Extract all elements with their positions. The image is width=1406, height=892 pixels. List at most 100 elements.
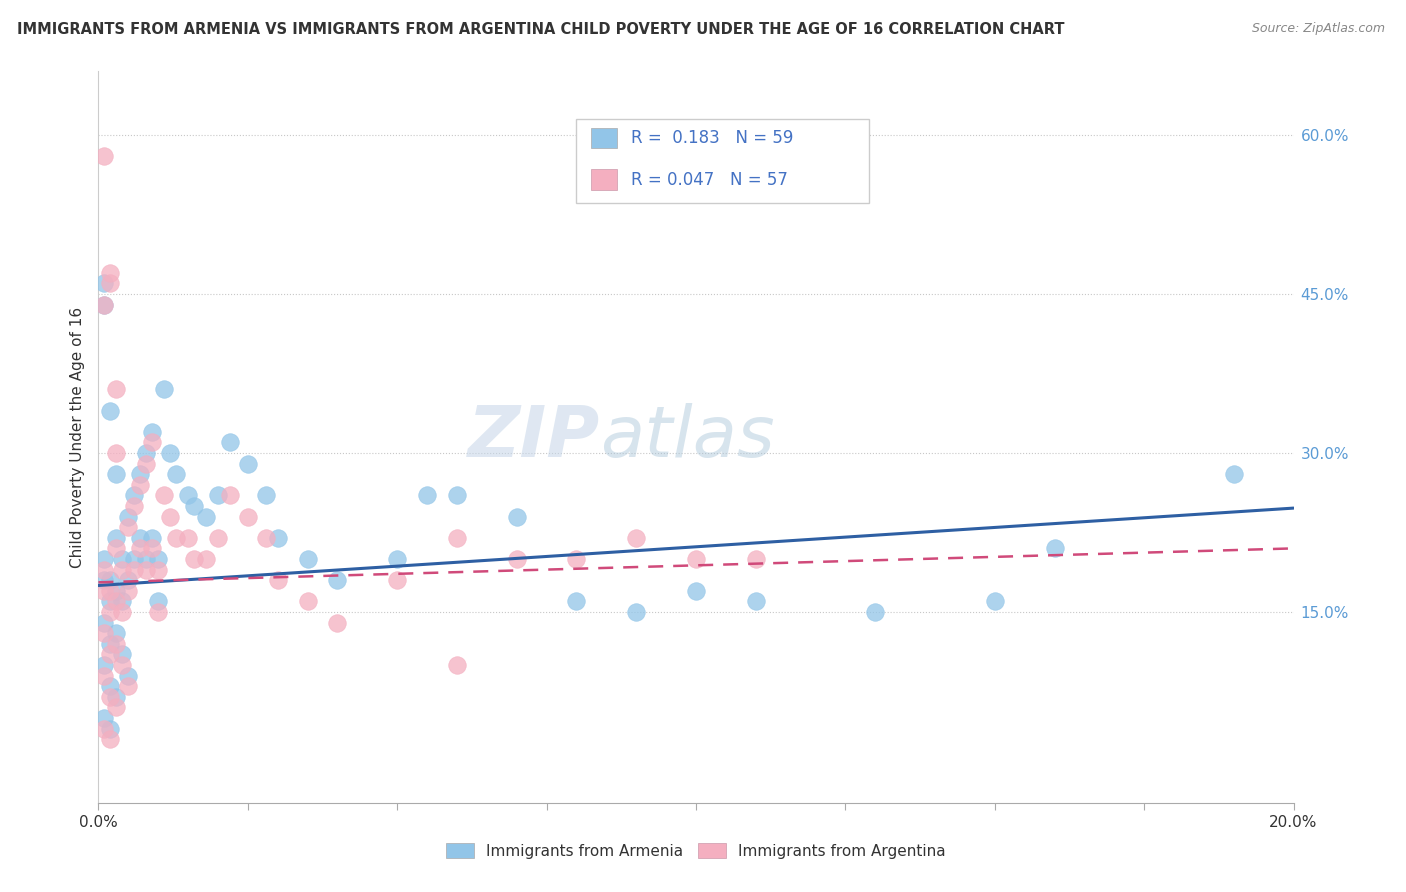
Point <box>159 446 181 460</box>
Point <box>135 457 157 471</box>
Point <box>98 403 122 417</box>
Y-axis label: Child Poverty Under the Age of 16: Child Poverty Under the Age of 16 <box>69 307 84 567</box>
Point <box>111 648 134 662</box>
Point <box>98 637 122 651</box>
Point <box>93 297 115 311</box>
Point <box>105 531 128 545</box>
Point <box>141 541 163 556</box>
Text: Source: ZipAtlas.com: Source: ZipAtlas.com <box>1251 22 1385 36</box>
Point <box>111 594 134 608</box>
Bar <box>591 128 617 148</box>
Point <box>984 594 1007 608</box>
Point <box>111 563 134 577</box>
Point <box>93 573 115 587</box>
Point <box>124 499 146 513</box>
Point <box>105 541 128 556</box>
Bar <box>591 169 617 190</box>
Point <box>745 594 768 608</box>
Point <box>446 488 468 502</box>
Point <box>148 594 170 608</box>
Point <box>685 583 707 598</box>
Point <box>98 679 122 693</box>
Point <box>626 605 648 619</box>
Point <box>98 648 122 662</box>
Point <box>98 722 122 736</box>
Point <box>117 573 139 587</box>
Point <box>117 668 139 682</box>
Point <box>93 563 115 577</box>
Point <box>446 658 468 673</box>
Point <box>135 552 157 566</box>
Point <box>177 488 200 502</box>
Point <box>117 583 139 598</box>
Point <box>98 583 122 598</box>
Point <box>183 499 205 513</box>
Point <box>105 446 128 460</box>
Point <box>565 594 588 608</box>
Point <box>153 488 176 502</box>
Point <box>105 700 128 714</box>
Point <box>111 605 134 619</box>
Point <box>117 679 139 693</box>
Point <box>105 637 128 651</box>
Text: R = 0.047   N = 57: R = 0.047 N = 57 <box>631 170 789 188</box>
Point <box>93 297 115 311</box>
Point <box>105 467 128 482</box>
Point <box>254 531 277 545</box>
Point <box>105 626 128 640</box>
Point <box>111 552 134 566</box>
Point <box>129 531 152 545</box>
Point <box>93 626 115 640</box>
Point <box>93 711 115 725</box>
Point <box>98 690 122 704</box>
Point <box>267 531 290 545</box>
Point <box>141 531 163 545</box>
Point <box>267 573 290 587</box>
Point <box>93 149 115 163</box>
Point <box>93 668 115 682</box>
Point <box>141 435 163 450</box>
Point <box>93 658 115 673</box>
Point <box>195 509 218 524</box>
Point <box>98 732 122 747</box>
Legend: Immigrants from Armenia, Immigrants from Argentina: Immigrants from Armenia, Immigrants from… <box>440 837 952 864</box>
Point <box>565 552 588 566</box>
Point <box>93 277 115 291</box>
Text: R =  0.183   N = 59: R = 0.183 N = 59 <box>631 129 794 147</box>
Point <box>195 552 218 566</box>
Point <box>506 509 529 524</box>
Point <box>446 531 468 545</box>
Point <box>117 509 139 524</box>
Point <box>165 467 187 482</box>
FancyBboxPatch shape <box>576 119 869 203</box>
Point <box>626 531 648 545</box>
Point <box>98 266 122 280</box>
Point <box>135 563 157 577</box>
Point <box>745 552 768 566</box>
Point <box>326 615 349 630</box>
Text: atlas: atlas <box>600 402 775 472</box>
Point <box>207 531 229 545</box>
Text: ZIP: ZIP <box>468 402 600 472</box>
Point <box>98 594 122 608</box>
Point <box>153 383 176 397</box>
Point <box>135 446 157 460</box>
Point <box>183 552 205 566</box>
Point <box>105 583 128 598</box>
Point <box>98 605 122 619</box>
Point <box>1043 541 1066 556</box>
Point <box>124 563 146 577</box>
Point <box>105 594 128 608</box>
Point <box>385 552 409 566</box>
Point <box>129 541 152 556</box>
Point <box>177 531 200 545</box>
Point <box>165 531 187 545</box>
Point <box>129 467 152 482</box>
Point <box>124 488 146 502</box>
Point <box>93 615 115 630</box>
Point <box>326 573 349 587</box>
Point <box>1223 467 1246 482</box>
Point <box>385 573 409 587</box>
Point <box>207 488 229 502</box>
Point <box>111 658 134 673</box>
